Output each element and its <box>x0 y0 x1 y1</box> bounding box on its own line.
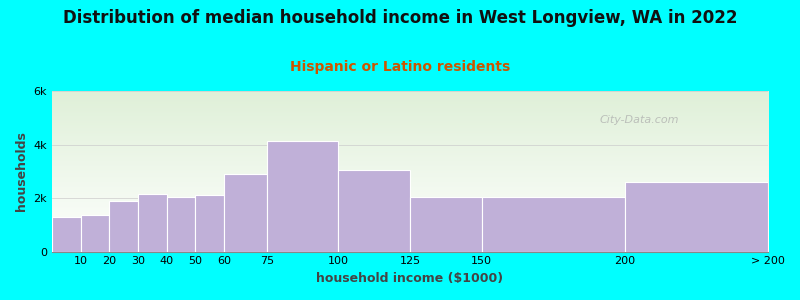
X-axis label: household income ($1000): household income ($1000) <box>317 272 504 285</box>
Bar <box>224 174 267 252</box>
Bar <box>195 195 224 252</box>
Bar <box>482 197 625 252</box>
Bar <box>52 217 81 252</box>
Bar <box>81 215 110 252</box>
Bar <box>338 170 410 252</box>
Text: City-Data.com: City-Data.com <box>599 115 679 125</box>
Bar <box>625 182 768 252</box>
Bar <box>166 197 195 252</box>
Bar <box>138 194 166 252</box>
Bar <box>267 140 338 252</box>
Bar <box>410 197 482 252</box>
Text: Hispanic or Latino residents: Hispanic or Latino residents <box>290 60 510 74</box>
Y-axis label: households: households <box>15 131 28 211</box>
Bar <box>110 201 138 252</box>
Text: Distribution of median household income in West Longview, WA in 2022: Distribution of median household income … <box>62 9 738 27</box>
